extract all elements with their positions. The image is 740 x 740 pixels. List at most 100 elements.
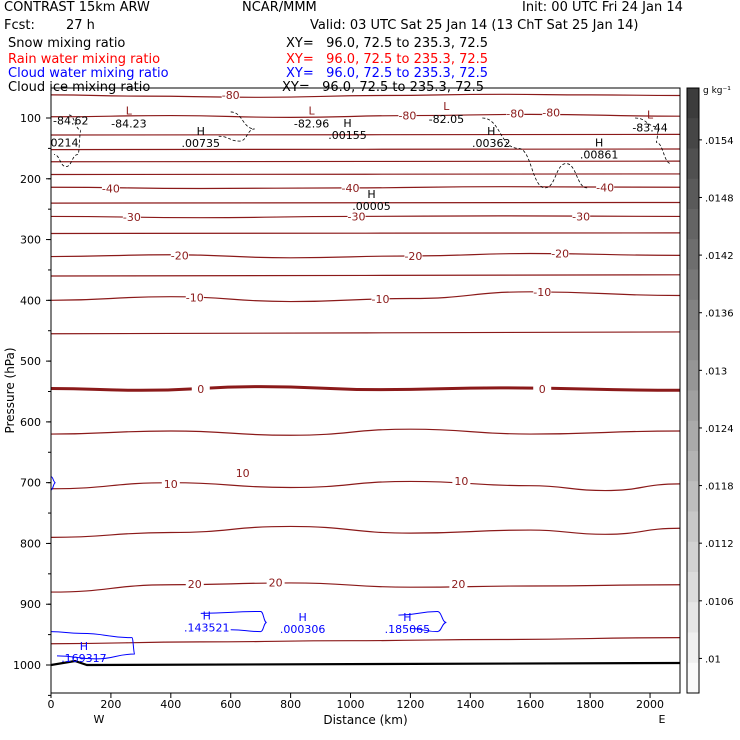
x-tick-label: 1400: [456, 698, 484, 711]
field-name-snow: Snow mixing ratio: [8, 36, 126, 51]
snow-high-value: .00005: [352, 200, 391, 213]
contour-label-bg: [572, 210, 591, 223]
temperature-contour: [51, 331, 680, 335]
contour-label-bg: [185, 291, 204, 304]
temperature-contour: [51, 160, 680, 163]
contour-label-bg: [170, 249, 189, 262]
snow-high-value: .00735: [182, 137, 221, 150]
temperature-contour: [51, 232, 680, 235]
contour-label-bg: [533, 285, 552, 298]
colorbar-frame: [686, 87, 700, 694]
snow-high-marker: H: [595, 137, 603, 150]
contour-label: -30: [348, 210, 366, 223]
low-marker: L: [443, 100, 450, 113]
contour-label-bg: [185, 578, 204, 591]
contour-label: -80: [542, 107, 560, 120]
y-tick-label: 900: [20, 598, 41, 611]
temperature-contour: [51, 291, 680, 303]
forecast-hour: 27 h: [66, 18, 95, 33]
contour-label-bg: [596, 181, 615, 194]
colorbar-swatch: [687, 602, 699, 633]
colorbar-swatch: [687, 269, 699, 301]
contour-label-bg: [266, 576, 285, 589]
contour-label-bg: [341, 181, 360, 194]
x-end-label-east: E: [659, 713, 666, 726]
temperature-contour: [51, 252, 680, 259]
cloud-water-contour: [200, 611, 267, 633]
x-tick-label: 400: [160, 698, 181, 711]
cloud-water-high-marker: H: [203, 609, 211, 622]
contour-label-bg: [221, 88, 240, 101]
temperature-contour: [51, 480, 680, 492]
colorbar-swatch: [687, 451, 699, 482]
contour-label-bg: [542, 106, 561, 119]
temperature-contour: [51, 93, 680, 98]
contour-label-bg: [449, 578, 468, 591]
colorbar-tick-label: .0136: [705, 309, 734, 320]
colorbar-swatch: [687, 178, 699, 210]
snow-high-marker: H: [367, 188, 375, 201]
cloud-water-high-marker: H: [403, 611, 411, 624]
cloud-water-contour: [51, 631, 136, 660]
contour-label: 20: [269, 576, 283, 589]
field-name-rain: Rain water mixing ratio: [8, 52, 161, 67]
contour-label: 10: [236, 467, 250, 480]
colorbar-tick-label: .01: [705, 654, 721, 665]
surface-line: [51, 659, 680, 667]
colorbar-swatch: [687, 632, 699, 664]
edge-cloud-ice-value: .0214: [47, 136, 79, 149]
contour-label-bg: [533, 383, 552, 396]
temperature-contour: [51, 148, 680, 151]
colorbar-tick-label: .013: [705, 366, 727, 377]
colorbar-tick-label: .0118: [705, 482, 734, 493]
y-tick-label: 200: [20, 173, 41, 186]
field-name-cloud-water: Cloud water mixing ratio: [8, 66, 169, 81]
contour-label: -10: [371, 293, 389, 306]
x-tick-label: 200: [100, 698, 121, 711]
colorbar-swatch: [687, 330, 699, 361]
x-tick-label: 800: [280, 698, 301, 711]
low-marker: L: [647, 108, 654, 121]
field-xy-rain: XY= 96.0, 72.5 to 235.3, 72.5: [286, 52, 489, 67]
temperature-contour: [51, 274, 680, 277]
x-tick-label: 1800: [576, 698, 604, 711]
contour-label: -80: [222, 89, 240, 102]
x-axis-title: Distance (km): [323, 713, 407, 727]
low-value: -82.96: [294, 118, 329, 131]
contour-label: -20: [171, 249, 189, 262]
snow-high-marker: H: [487, 125, 495, 138]
temperature-contour: [51, 113, 680, 118]
temperature-contour: [51, 525, 680, 538]
y-tick-label: 100: [20, 112, 41, 125]
cloud-water-high-marker: H: [80, 640, 88, 653]
init-time: Init: 00 UTC Fri 24 Jan 14: [522, 0, 683, 15]
temperature-contour: [51, 173, 680, 176]
colorbar-swatch: [687, 511, 699, 543]
contour-label: -30: [572, 210, 590, 223]
cloud-water-high-value: .185065: [385, 623, 431, 636]
colorbar-swatch: [687, 390, 699, 422]
colorbar-tick-label: .0106: [705, 597, 734, 608]
snow-contour: [482, 117, 588, 189]
contour-label: 10: [454, 475, 468, 488]
contour-label: 20: [451, 578, 465, 591]
y-tick-label: 700: [20, 477, 41, 490]
contour-label: -30: [123, 211, 141, 224]
contour-label-bg: [161, 477, 180, 490]
colorbar-swatch: [687, 420, 699, 452]
contour-label-bg: [506, 107, 525, 120]
model-title: CONTRAST 15km ARW: [4, 0, 150, 15]
snow-high-marker: H: [343, 117, 351, 130]
x-tick-label: 0: [48, 698, 55, 711]
contour-label: -10: [533, 286, 551, 299]
colorbar-swatch: [687, 88, 699, 119]
colorbar-swatch: [687, 541, 699, 573]
y-tick-label: 300: [20, 234, 41, 247]
x-tick-label: 1600: [516, 698, 544, 711]
colorbar-tick-label: .0154: [705, 136, 734, 147]
colorbar-swatch: [687, 239, 699, 270]
contour-label: -80: [398, 110, 416, 123]
plot-frame: [50, 87, 681, 694]
x-tick-label: 1000: [337, 698, 365, 711]
